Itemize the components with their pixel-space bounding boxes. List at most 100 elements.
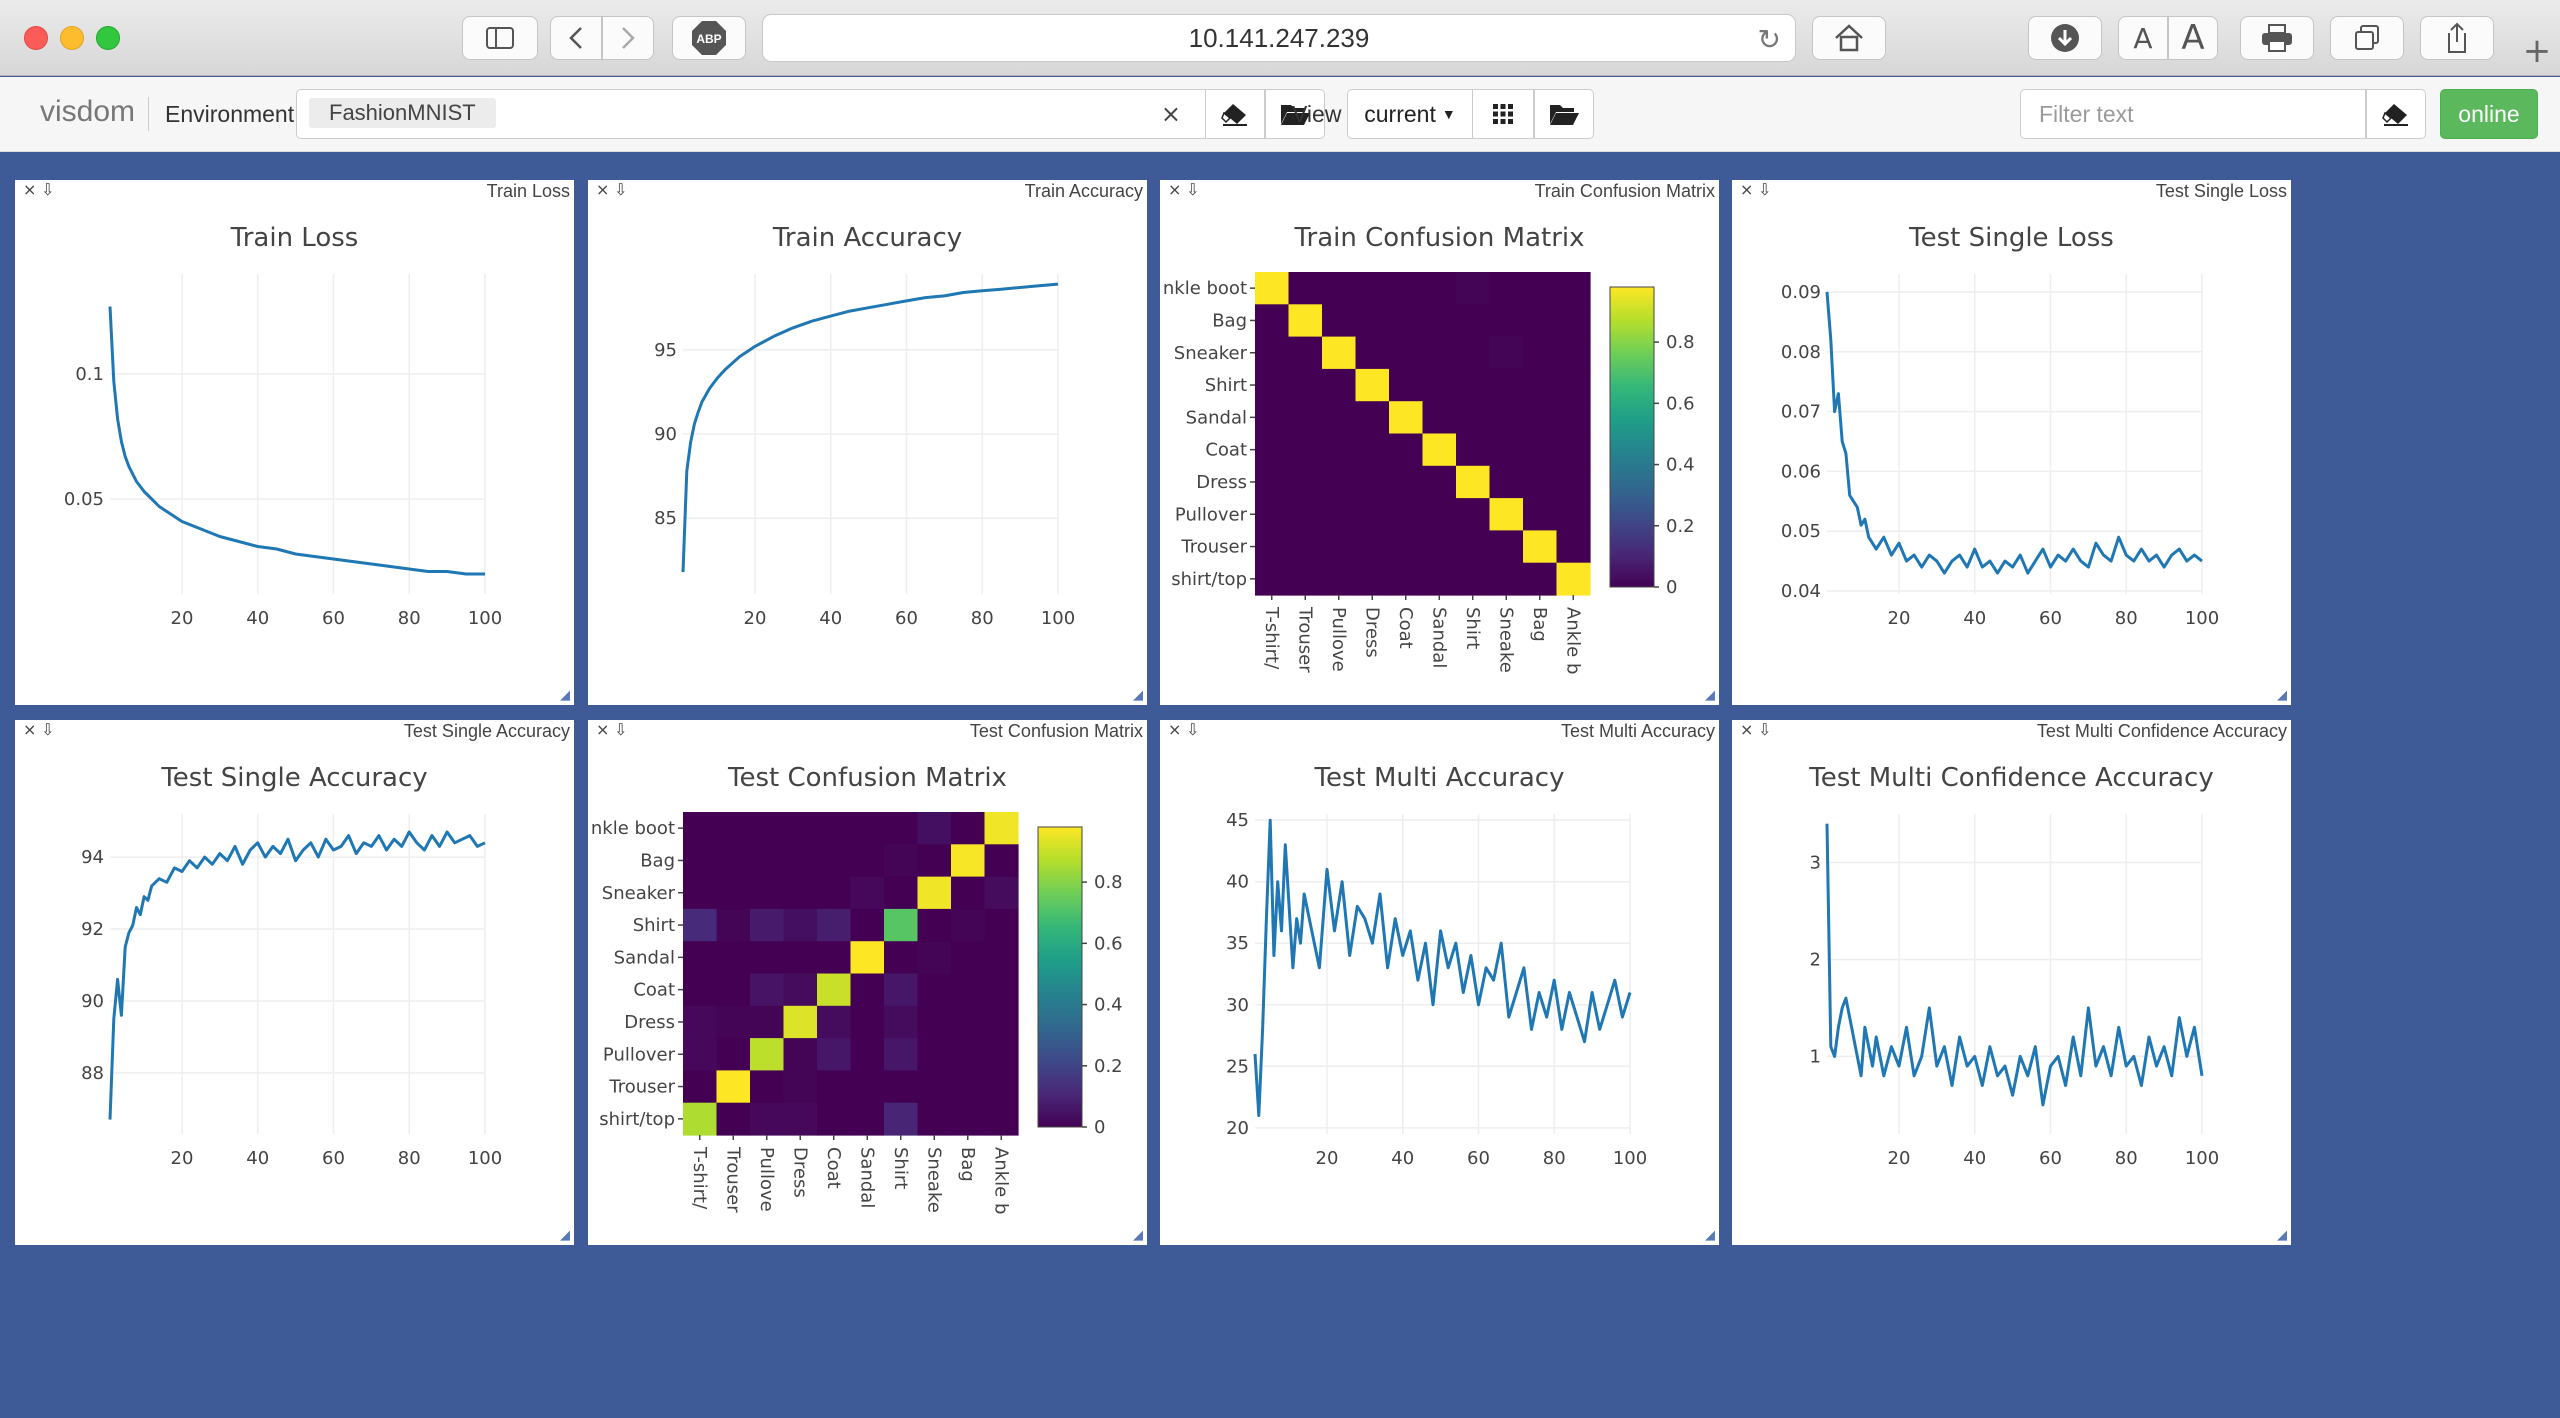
download-pane-icon[interactable]: ⇩	[614, 180, 628, 199]
heatmap-cell	[1556, 272, 1591, 305]
heatmap-cell	[850, 1038, 885, 1071]
clear-environment-icon[interactable]: ×	[1160, 100, 1181, 128]
colorbar-tick-label: 0.4	[1666, 455, 1695, 476]
download-pane-icon[interactable]: ⇩	[41, 180, 55, 199]
series-line	[1825, 823, 2204, 1107]
heatmap-cell	[1255, 498, 1290, 531]
print-button[interactable]	[2240, 16, 2314, 60]
resize-handle-icon[interactable]: ◢	[1133, 688, 1143, 703]
close-pane-icon[interactable]: ×	[1740, 720, 1754, 739]
environment-chip[interactable]: FashionMNIST	[309, 98, 496, 128]
test-single-accuracy-pane[interactable]: × ⇩ Test Single Accuracy ◢ Test Single Accur…	[15, 720, 574, 1245]
train-accuracy-pane[interactable]: × ⇩ Train Accuracy ◢ Train Accuracy 20 40 60 80 1…	[588, 180, 1147, 705]
address-bar[interactable]: 10.141.247.239 ↻	[762, 14, 1796, 62]
minimize-window-button[interactable]	[60, 26, 84, 50]
sidebar-toggle-button[interactable]	[462, 16, 538, 60]
connection-status-button[interactable]: online	[2440, 89, 2538, 139]
pane-header[interactable]: × ⇩ Train Accuracy	[588, 180, 1147, 202]
download-pane-icon[interactable]: ⇩	[41, 720, 55, 739]
chart-title: Train Loss	[230, 223, 359, 253]
x-tick-label: Shirt	[1462, 607, 1483, 649]
pane-header[interactable]: × ⇩ Test Single Loss	[1732, 180, 2291, 202]
back-button[interactable]	[550, 16, 602, 60]
pane-header[interactable]: × ⇩ Train Loss	[15, 180, 574, 202]
pane-header[interactable]: × ⇩ Train Confusion Matrix	[1160, 180, 1719, 202]
heatmap-cell	[1288, 562, 1323, 596]
downloads-button[interactable]	[2028, 16, 2102, 60]
forward-button[interactable]	[602, 16, 654, 60]
tabs-overview-button[interactable]	[2330, 16, 2404, 60]
test-confusion-pane[interactable]: × ⇩ Test Confusion Matrix ◢ Test Confusion M…	[588, 720, 1147, 1245]
heatmap-cell	[817, 1102, 852, 1136]
x-tick-label: 20	[171, 1148, 194, 1169]
view-select[interactable]: current ▼	[1347, 89, 1473, 139]
close-pane-icon[interactable]: ×	[1168, 720, 1182, 739]
train-confusion-pane[interactable]: × ⇩ Train Confusion Matrix ◢ Train Confusion…	[1160, 180, 1719, 705]
pane-header[interactable]: × ⇩ Test Multi Accuracy	[1160, 720, 1719, 742]
heatmap-cell	[884, 1005, 919, 1039]
filter-text-input[interactable]	[2020, 89, 2366, 139]
close-pane-icon[interactable]: ×	[1168, 180, 1182, 199]
resize-handle-icon[interactable]: ◢	[2277, 688, 2287, 703]
heatmap-cell	[1355, 401, 1390, 435]
text-smaller-button[interactable]: A	[2118, 16, 2168, 60]
chart-title: Train Confusion Matrix	[1293, 223, 1584, 253]
heatmap-cell	[951, 812, 986, 845]
test-multi-accuracy-pane[interactable]: × ⇩ Test Multi Accuracy ◢ Test Multi Accurac…	[1160, 720, 1719, 1245]
home-button[interactable]	[1812, 16, 1886, 60]
close-pane-icon[interactable]: ×	[596, 720, 610, 739]
heatmap-cell	[1556, 401, 1591, 435]
y-tick-label: Shirt	[1205, 375, 1247, 396]
heatmap-cell	[1422, 530, 1457, 564]
heatmap-cell	[1523, 304, 1558, 338]
adblock-button[interactable]: ABP	[672, 16, 746, 60]
manage-environments-button[interactable]	[1265, 89, 1325, 139]
repack-grid-button[interactable]	[1472, 89, 1534, 139]
reload-icon[interactable]: ↻	[1757, 23, 1781, 56]
test-multi-confidence-pane[interactable]: × ⇩ Test Multi Confidence Accuracy ◢ Test Mu…	[1732, 720, 2291, 1245]
resize-handle-icon[interactable]: ◢	[1133, 1228, 1143, 1243]
colorbar-tick-label: 0.6	[1666, 393, 1695, 414]
test-single-loss-pane[interactable]: × ⇩ Test Single Loss ◢ Test Single Loss 20 40 6…	[1732, 180, 2291, 705]
resize-handle-icon[interactable]: ◢	[560, 688, 570, 703]
manage-views-button[interactable]	[1534, 89, 1594, 139]
heatmap-cell	[951, 876, 986, 910]
pane-header[interactable]: × ⇩ Test Multi Confidence Accuracy	[1732, 720, 2291, 742]
heatmap-cell	[850, 973, 885, 1007]
heatmap-cell	[1355, 272, 1390, 305]
x-tick-label: 80	[971, 608, 994, 629]
close-pane-icon[interactable]: ×	[23, 720, 37, 739]
y-tick-label: Bag	[1212, 310, 1247, 331]
x-tick-label: Bag	[1529, 607, 1550, 642]
pane-header[interactable]: × ⇩ Test Single Accuracy	[15, 720, 574, 742]
heatmap-cell	[1255, 401, 1290, 435]
download-pane-icon[interactable]: ⇩	[1758, 720, 1772, 739]
resize-handle-icon[interactable]: ◢	[1705, 1228, 1715, 1243]
train-loss-pane[interactable]: × ⇩ Train Loss ◢ Train Loss 20 40 60 80 100 0.05 0.…	[15, 180, 574, 705]
close-pane-icon[interactable]: ×	[1740, 180, 1754, 199]
download-pane-icon[interactable]: ⇩	[1186, 720, 1200, 739]
clear-environment-button[interactable]	[1205, 89, 1265, 139]
close-window-button[interactable]	[24, 26, 48, 50]
x-tick-label: 100	[2185, 1148, 2219, 1169]
download-pane-icon[interactable]: ⇩	[1186, 180, 1200, 199]
zoom-window-button[interactable]	[96, 26, 120, 50]
share-button[interactable]	[2420, 16, 2494, 60]
y-tick-label: Trouser	[1180, 537, 1247, 558]
resize-handle-icon[interactable]: ◢	[1705, 688, 1715, 703]
heatmap-cell	[683, 812, 718, 845]
new-tab-icon[interactable]: +	[2522, 31, 2552, 71]
close-pane-icon[interactable]: ×	[23, 180, 37, 199]
resize-handle-icon[interactable]: ◢	[560, 1228, 570, 1243]
download-pane-icon[interactable]: ⇩	[614, 720, 628, 739]
download-pane-icon[interactable]: ⇩	[1758, 180, 1772, 199]
resize-handle-icon[interactable]: ◢	[2277, 1228, 2287, 1243]
heatmap-cell	[951, 908, 986, 942]
heatmap-cell	[1322, 562, 1357, 596]
heatmap-cell	[984, 973, 1019, 1007]
pane-header[interactable]: × ⇩ Test Confusion Matrix	[588, 720, 1147, 742]
clear-filter-button[interactable]	[2366, 89, 2426, 139]
environment-select[interactable]: FashionMNIST ×	[296, 89, 1206, 139]
text-larger-button[interactable]: A	[2168, 16, 2218, 60]
close-pane-icon[interactable]: ×	[596, 180, 610, 199]
